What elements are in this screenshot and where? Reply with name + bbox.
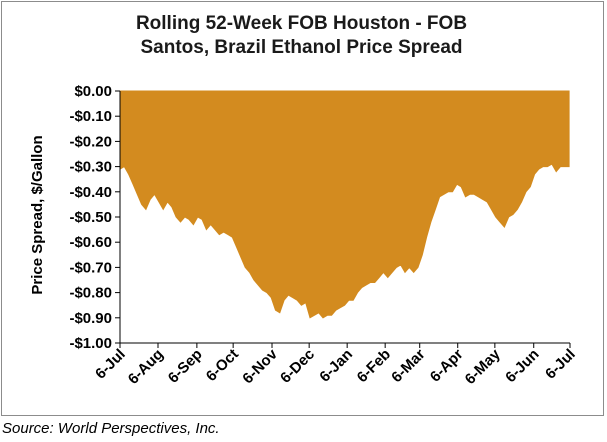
x-tick-label: 6-Oct [203, 346, 242, 385]
x-tick-label: 6-Apr [427, 346, 467, 386]
chart-title: Rolling 52-Week FOB Houston - FOB Santos… [0, 12, 603, 60]
y-tick-label: -$1.00 [69, 335, 112, 352]
x-tick-label: 6-Aug [125, 346, 167, 388]
source-note: Source: World Perspectives, Inc. [2, 420, 220, 437]
x-tick-label: 6-Jan [316, 346, 356, 386]
x-tick-label: 6-Jun [502, 346, 542, 386]
y-axis-label: Price Spread, $/Gallon [29, 135, 46, 294]
spread-area [119, 90, 570, 319]
y-tick-label: -$0.50 [69, 209, 112, 226]
x-tick-label: 6-May [462, 345, 505, 388]
y-tick-label: -$0.20 [69, 133, 112, 150]
chart-title-line2: Santos, Brazil Ethanol Price Spread [140, 37, 463, 58]
y-tick-label: -$0.10 [69, 108, 112, 125]
y-tick-label: -$0.60 [69, 234, 112, 251]
y-tick-label: -$0.70 [69, 259, 112, 276]
y-tick-label: -$0.40 [69, 184, 112, 201]
y-tick-label: $0.00 [74, 83, 112, 100]
chart-title-line1: Rolling 52-Week FOB Houston - FOB [135, 13, 468, 34]
x-tick-label: 6-Feb [354, 346, 394, 386]
y-tick-label: -$0.90 [69, 310, 112, 327]
x-tick-label: 6-Sep [165, 346, 206, 387]
y-tick-label: -$0.80 [69, 285, 112, 302]
x-tick-label: 6-Jul [542, 346, 579, 383]
x-tick-label: 6-Nov [239, 345, 281, 387]
x-tick-label: 6-Dec [277, 346, 318, 387]
chart-plot: $0.00 -$0.10 -$0.20 -$0.30 -$0.40 -$0.50 -$0.6… [29, 83, 579, 388]
y-tick-label: -$0.30 [69, 159, 112, 176]
x-tick-label: 6-Mar [388, 346, 428, 386]
